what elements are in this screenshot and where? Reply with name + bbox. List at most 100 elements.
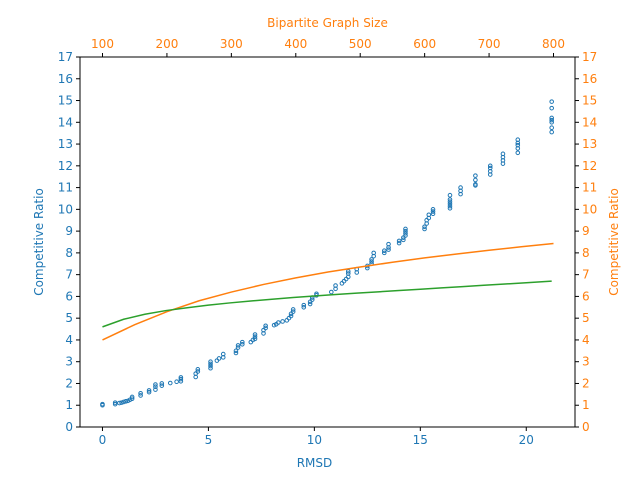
scatter-point	[208, 365, 213, 371]
left-y-tick-label: 14	[58, 115, 73, 129]
scatter-point	[549, 99, 554, 104]
left-y-tick-label: 12	[58, 159, 73, 173]
scatter-point	[343, 276, 349, 282]
scatter-point	[129, 394, 135, 400]
left-y-axis-label: Competitive Ratio	[32, 188, 46, 296]
left-y-tick-label: 13	[58, 137, 73, 151]
scatter-point	[447, 205, 453, 211]
scatter-point	[195, 367, 201, 372]
scatter-point	[195, 369, 201, 374]
scatter-point	[333, 283, 338, 288]
right-y-tick-label: 8	[582, 246, 590, 260]
scatter-point	[146, 388, 152, 393]
top-x-tick-label: 800	[542, 37, 565, 51]
scatter-point	[447, 199, 453, 205]
scatter-point	[487, 165, 493, 171]
scatter-point	[369, 259, 374, 264]
scatter-point	[473, 182, 478, 187]
scatter-point	[515, 142, 521, 148]
scatter-point	[252, 332, 258, 337]
left-y-tick-label: 5	[65, 311, 73, 325]
scatter-point	[248, 339, 254, 345]
scatter-point	[371, 250, 376, 256]
scatter-point	[339, 281, 345, 286]
scatter-point	[549, 129, 554, 135]
left-y-tick-label: 4	[65, 333, 73, 347]
scatter-point	[220, 351, 226, 357]
scatter-point	[515, 137, 521, 143]
scatter-point	[549, 115, 554, 121]
right-y-tick-label: 3	[582, 355, 590, 369]
right-y-tick-label: 14	[582, 115, 597, 129]
left-y-tick-label: 6	[65, 289, 73, 303]
left-y-tick-label: 11	[58, 181, 73, 195]
scatter-point	[153, 387, 158, 392]
scatter-point	[396, 238, 402, 244]
scatter-point	[216, 356, 222, 361]
scatter-point	[381, 250, 387, 256]
orange-line	[102, 242, 554, 341]
right-y-tick-label: 16	[582, 72, 597, 86]
green-line	[102, 280, 552, 328]
series-layer	[100, 99, 554, 408]
scatter-point	[447, 197, 453, 202]
x-tick-label: 20	[519, 433, 534, 447]
scatter-point	[447, 203, 453, 209]
scatter-point	[159, 381, 165, 386]
scatter-point	[235, 343, 241, 348]
top-x-tick-label: 600	[413, 37, 436, 51]
scatter-point	[386, 241, 391, 247]
right-y-tick-label: 13	[582, 137, 597, 151]
scatter-point	[153, 384, 158, 390]
scatter-point	[369, 257, 374, 262]
left-y-tick-label: 16	[58, 72, 73, 86]
scatter-point	[252, 334, 258, 339]
scatter-point	[208, 361, 213, 367]
right-y-tick-label: 12	[582, 159, 597, 173]
top-x-tick-label: 500	[349, 37, 372, 51]
left-y-tick-label: 8	[65, 246, 73, 260]
scatter-point	[112, 401, 118, 407]
right-y-tick-label: 11	[582, 181, 597, 195]
scatter-point	[153, 382, 158, 387]
scatter-point	[280, 319, 285, 324]
top-x-tick-label: 200	[155, 37, 178, 51]
scatter-point	[284, 318, 290, 323]
scatter-point	[233, 350, 239, 356]
scatter-point	[345, 271, 351, 276]
scatter-point	[233, 348, 239, 354]
scatter-point	[174, 379, 179, 385]
top-x-tick-label: 400	[284, 37, 307, 51]
scatter-point	[549, 117, 554, 123]
left-y-tick-label: 0	[65, 420, 73, 434]
scatter-point	[422, 224, 427, 230]
scatter-point	[146, 389, 152, 395]
right-y-tick-label: 15	[582, 94, 597, 108]
scatter-point	[381, 248, 387, 254]
x-tick-label: 0	[99, 433, 107, 447]
scatter-point	[458, 185, 463, 190]
scatter-point	[549, 105, 554, 111]
scatter-point	[403, 228, 408, 234]
left-y-tick-label: 3	[65, 355, 73, 369]
top-x-tick-label: 300	[220, 37, 243, 51]
x-tick-label: 5	[205, 433, 213, 447]
scatter-point	[252, 336, 258, 342]
scatter-point	[301, 304, 307, 310]
left-y-tick-label: 2	[65, 376, 73, 390]
right-y-tick-label: 4	[582, 333, 590, 347]
scatter-point	[307, 301, 313, 307]
scatter-point	[447, 201, 453, 207]
right-y-tick-label: 7	[582, 268, 590, 282]
right-y-tick-label: 17	[582, 50, 597, 64]
scatter-point	[403, 230, 408, 236]
scatter-point	[515, 150, 521, 156]
scatter-point	[329, 289, 334, 295]
scatter-point	[138, 393, 143, 398]
scatter-point	[288, 313, 294, 319]
right-y-tick-label: 10	[582, 202, 597, 216]
scatter-point	[240, 341, 245, 347]
right-y-tick-label: 0	[582, 420, 590, 434]
scatter-point	[286, 315, 292, 321]
